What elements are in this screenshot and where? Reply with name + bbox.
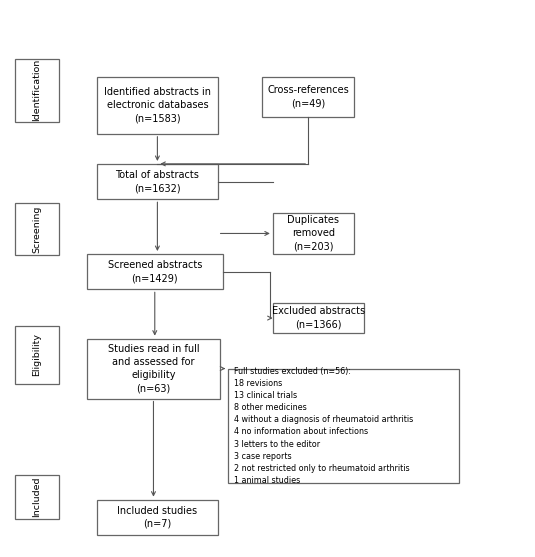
Text: Included: Included bbox=[32, 477, 41, 517]
Bar bbox=[273, 303, 364, 333]
Text: Screened abstracts
(n=1429): Screened abstracts (n=1429) bbox=[108, 260, 202, 284]
Bar bbox=[273, 213, 354, 254]
Text: Total of abstracts
(n=1632): Total of abstracts (n=1632) bbox=[116, 170, 200, 193]
Text: Identification: Identification bbox=[32, 59, 41, 121]
Text: Studies read in full
and assessed for
eligibility
(n=63): Studies read in full and assessed for el… bbox=[108, 344, 199, 393]
Bar bbox=[97, 500, 218, 535]
Bar bbox=[228, 369, 459, 483]
Bar bbox=[87, 339, 220, 399]
Bar bbox=[14, 59, 59, 121]
Text: Identified abstracts in
electronic databases
(n=1583): Identified abstracts in electronic datab… bbox=[104, 87, 211, 124]
Bar bbox=[97, 76, 218, 134]
Bar bbox=[14, 326, 59, 384]
Bar bbox=[14, 475, 59, 519]
Text: Duplicates
removed
(n=203): Duplicates removed (n=203) bbox=[287, 215, 339, 252]
Text: Eligibility: Eligibility bbox=[32, 334, 41, 377]
Text: Excluded abstracts
(n=1366): Excluded abstracts (n=1366) bbox=[272, 306, 365, 330]
Text: Cross-references
(n=49): Cross-references (n=49) bbox=[268, 85, 349, 109]
Text: Full studies excluded (n=56):
18 revisions
13 clinical trials
8 other medicines
: Full studies excluded (n=56): 18 revisio… bbox=[234, 367, 414, 485]
Bar bbox=[87, 254, 223, 290]
Text: Included studies
(n=7): Included studies (n=7) bbox=[117, 506, 197, 529]
Bar bbox=[14, 203, 59, 255]
Text: Screening: Screening bbox=[32, 206, 41, 253]
Bar bbox=[97, 164, 218, 199]
Bar bbox=[262, 76, 354, 118]
